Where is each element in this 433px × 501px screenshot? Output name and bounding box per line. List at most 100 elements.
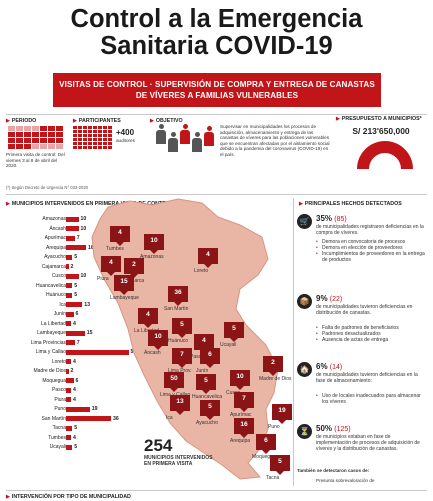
finding-bullet: Uso de locales inadecuados para almacena… [316, 393, 426, 405]
page-title: Control a la Emergencia Sanitaria COVID-… [0, 6, 433, 60]
bar-label: Lima y Callao [35, 349, 66, 355]
bar [66, 349, 129, 355]
bar [66, 416, 111, 421]
bar-value: 16 [88, 244, 94, 251]
map-region-label: Tacna [266, 475, 280, 481]
map-region-label: Ayacucho [196, 420, 218, 426]
bar [66, 387, 71, 393]
map-region-label: Madre de Dios [259, 376, 292, 382]
title-line-2: Sanitaria COVID-19 [100, 32, 333, 60]
bar-value: 13 [84, 301, 91, 308]
map-marker: 19 [272, 404, 292, 424]
auditor-square [98, 134, 102, 137]
top-divider [6, 114, 427, 115]
title-line-1: Control a la Emergencia [70, 5, 363, 33]
map-marker: 15 [114, 275, 134, 295]
bar-value: 10 [80, 273, 87, 279]
finding-percentage: 9% (22) [316, 294, 343, 303]
calendar-cell [56, 144, 63, 149]
auditor-square [73, 130, 77, 133]
map-region-label: Ucayali [220, 342, 237, 348]
map-marker: 2 [263, 356, 283, 376]
map-marker: 13 [170, 395, 190, 415]
auditor-square [73, 146, 77, 149]
bar-label: Arequipa [45, 244, 66, 251]
map-marker: 5 [270, 455, 290, 475]
map-marker: 4 [138, 308, 158, 328]
auditor-square [78, 146, 82, 149]
map-region-label: Tumbes [106, 246, 124, 252]
map-marker: 6 [256, 434, 276, 454]
calendar-cell [24, 138, 31, 143]
map-region-label: Huánuco [168, 338, 189, 344]
bar-value: 4 [73, 358, 76, 365]
auditor-square [93, 134, 97, 137]
auditor-square [83, 134, 87, 137]
map-marker: 4 [101, 256, 121, 276]
bar-label: Lambayeque [37, 330, 66, 336]
map-marker: 5 [196, 374, 216, 394]
auditor-square [98, 146, 102, 149]
objetivo-text: Supervisar en municipalidades los proces… [220, 124, 330, 157]
auditor-square [93, 138, 97, 141]
participantes-value: +400 [116, 128, 135, 137]
auditor-square [78, 142, 82, 145]
participantes-unit: auditores [116, 138, 135, 143]
auditor-square [93, 146, 97, 149]
map-marker: 5 [224, 322, 244, 342]
map-region-label: Puno [268, 424, 280, 430]
calendar-cell [40, 144, 47, 149]
map-region-label: Loreto [194, 268, 209, 274]
objetivo-label: ▶ OBJETIVO [150, 118, 183, 124]
calendar-cell [32, 144, 39, 149]
auditor-square [73, 134, 77, 137]
bar-value: 7 [76, 339, 80, 346]
bar [66, 264, 69, 269]
bar [66, 444, 73, 450]
periodo-label: ▶ PERIODO [6, 118, 37, 124]
calendar-cell [56, 138, 63, 143]
bar-label: La Libertad [40, 320, 66, 327]
map-marker: 7 [234, 392, 254, 412]
auditor-square [98, 142, 102, 145]
map-region-label: Huancavelica [192, 394, 223, 400]
bar-value: 4 [73, 387, 76, 393]
auditor-square [83, 138, 87, 141]
map-marker: 36 [168, 286, 188, 306]
auditor-square [83, 126, 87, 129]
bar [66, 340, 75, 345]
total-caption: MUNICIPIOS INTERVENIDOS EN PRIMERA VISITA [144, 455, 213, 467]
mid-divider [6, 194, 427, 195]
auditor-square [73, 126, 77, 129]
map-marker: 6 [200, 348, 220, 368]
map-marker: 50 [164, 372, 184, 392]
calendar-cell [48, 144, 55, 149]
map-marker: 5 [200, 400, 220, 420]
map-region-label: Amazonas [140, 254, 164, 260]
bottom-label: ▶ INTERVENCIÓN POR TIPO DE MUNICIPALIDAD [6, 494, 131, 500]
bar-label: Cajamarca [41, 263, 66, 270]
bar-label: Loreto [51, 358, 66, 365]
bars-title: ▶ MUNICIPIOS INTERVENIDOS EN PRIMERA VISI… [6, 201, 174, 207]
bar-value: 4 [73, 320, 76, 327]
banner-line-1: VISITAS DE CONTROL · SUPERVISIÓN DE COMP… [59, 80, 375, 89]
bar-value: 10 [80, 216, 87, 222]
bar-label: Ica [59, 301, 66, 308]
auditor-square [78, 126, 82, 129]
finding-percentage: 6% (14) [316, 362, 343, 371]
bar [66, 283, 73, 288]
periodo-text: Primera visita de control: Del viernes 3… [6, 152, 65, 169]
map-region-label: Lambayeque [110, 295, 139, 301]
map-marker: 4 [110, 226, 130, 246]
bar-value: 6 [75, 311, 79, 317]
bar-value: 6 [75, 377, 79, 384]
auditor-square [103, 142, 107, 145]
auditor-square [93, 130, 97, 133]
auditor-square [108, 126, 112, 129]
cart-icon: 🛒 [297, 214, 312, 229]
finding-bullets: Demora en convocatoria de procesosDemora… [316, 239, 426, 263]
bar-value: 4 [73, 396, 76, 403]
bar-value: 15 [86, 330, 93, 336]
finding-bullets: Uso de locales inadecuados para almacena… [316, 393, 426, 405]
calendar-cell [48, 138, 55, 143]
